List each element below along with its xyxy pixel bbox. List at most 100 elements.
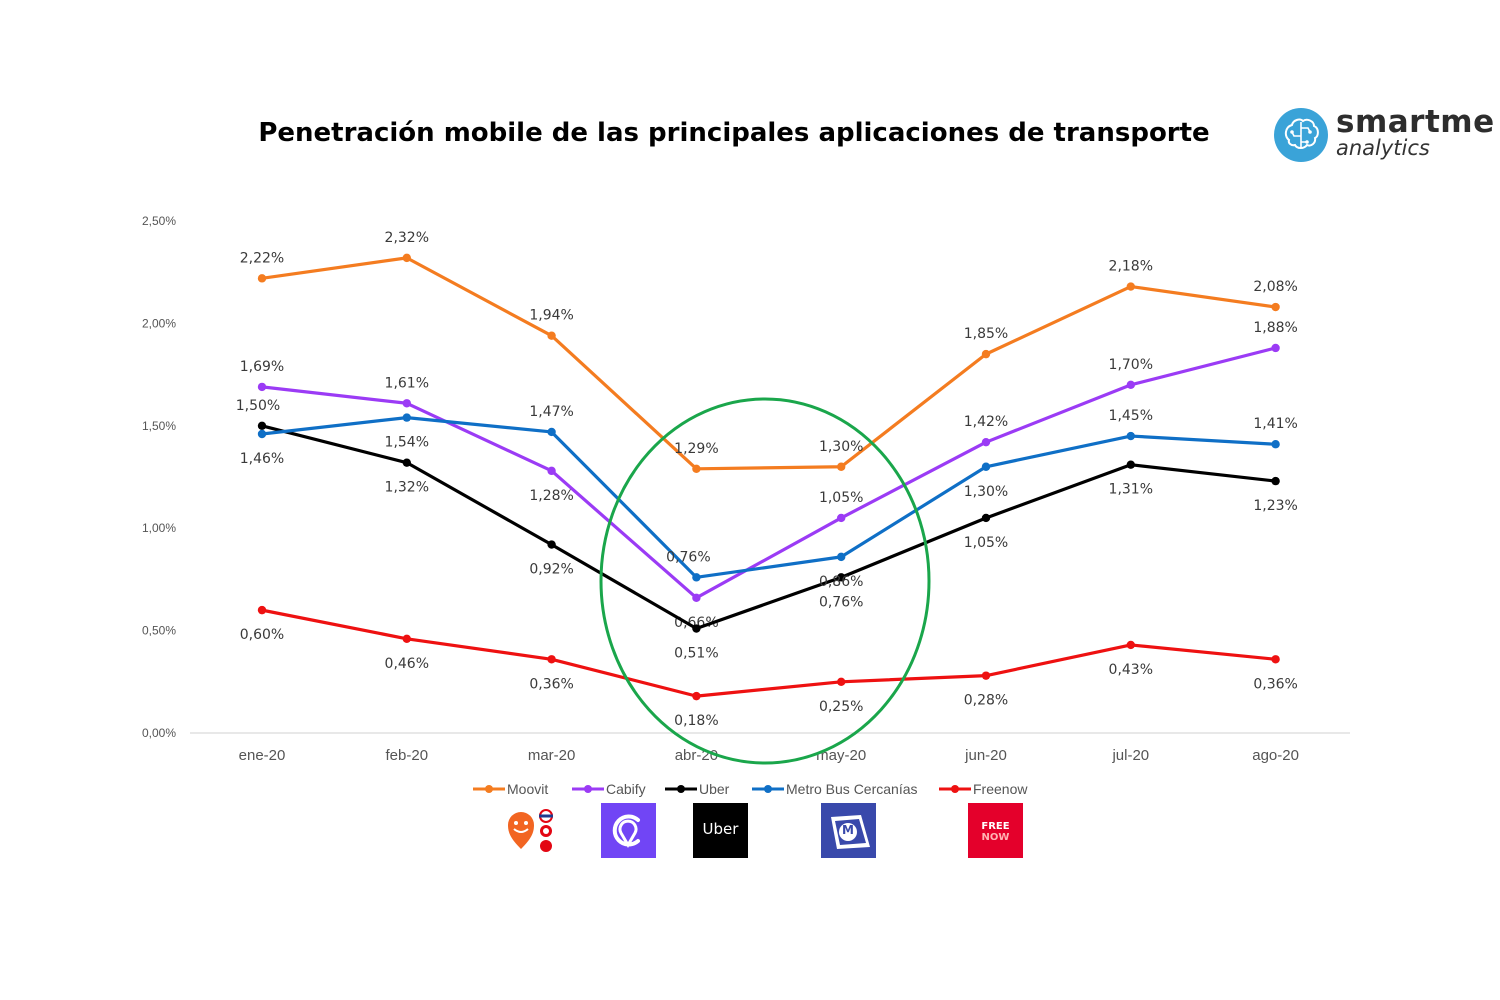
series-group: 2,22% 2,32% 1,94% 1,29% 1,30% 1,85% 2,18% 2,08%… bbox=[236, 230, 1298, 729]
data-label: 1,88% bbox=[1253, 320, 1297, 336]
data-point bbox=[981, 513, 991, 523]
moovit-app-icon bbox=[504, 803, 559, 858]
data-label: 1,42% bbox=[964, 414, 1008, 430]
data-point bbox=[981, 349, 991, 359]
legend-swatch-marker bbox=[764, 785, 772, 793]
data-point bbox=[547, 540, 556, 549]
data-point bbox=[981, 462, 991, 471]
cabify-app-icon bbox=[601, 803, 656, 858]
x-tick-label: mar-20 bbox=[528, 747, 576, 764]
data-point bbox=[257, 421, 267, 430]
data-point bbox=[402, 413, 411, 422]
data-point bbox=[692, 464, 701, 474]
uber-app-label: Uber bbox=[702, 820, 739, 838]
data-point bbox=[547, 466, 556, 476]
legend-swatch-marker bbox=[677, 785, 685, 793]
freenow-label-bottom: NOW bbox=[981, 832, 1010, 843]
data-label: 1,32% bbox=[385, 480, 429, 496]
x-tick-label: abr-20 bbox=[675, 747, 718, 764]
freenow-label-top: FREE bbox=[981, 821, 1010, 832]
data-label: 1,05% bbox=[819, 490, 863, 506]
data-label: 0,25% bbox=[819, 699, 863, 715]
data-point bbox=[692, 593, 701, 603]
data-label: 2,08% bbox=[1253, 279, 1297, 295]
data-label: 1,23% bbox=[1253, 498, 1297, 514]
data-point bbox=[837, 677, 846, 686]
data-point bbox=[981, 437, 991, 447]
data-point bbox=[402, 634, 411, 643]
y-tick-label: 2,00% bbox=[142, 316, 176, 330]
data-label: 0,18% bbox=[674, 713, 718, 729]
logo-sub-text: analytics bbox=[1336, 136, 1430, 160]
series-line bbox=[261, 256, 1276, 471]
legend-label: Metro Bus Cercanías bbox=[786, 781, 918, 797]
series-line bbox=[261, 346, 1276, 600]
data-label: 0,92% bbox=[529, 562, 573, 578]
data-point bbox=[1126, 380, 1136, 390]
data-point bbox=[547, 655, 556, 664]
legend-label: Moovit bbox=[507, 781, 548, 797]
data-label: 1,41% bbox=[1253, 416, 1297, 432]
brain-circuit-icon bbox=[1274, 108, 1328, 162]
metro-bus-cercanias-app-icon: M bbox=[821, 803, 876, 858]
data-point bbox=[1271, 302, 1280, 312]
data-label: 0,43% bbox=[1109, 662, 1153, 678]
data-label: 1,45% bbox=[1109, 408, 1153, 424]
metro-app-label: M bbox=[842, 823, 854, 837]
legend-swatch-marker bbox=[584, 785, 592, 793]
uber-app-icon: Uber bbox=[693, 803, 748, 858]
data-point bbox=[257, 274, 267, 283]
data-point bbox=[257, 382, 267, 392]
series-line bbox=[261, 424, 1276, 631]
y-tick-label: 2,50% bbox=[142, 214, 176, 228]
data-point bbox=[837, 462, 846, 471]
data-point bbox=[692, 691, 701, 701]
data-label: 0,36% bbox=[529, 676, 573, 692]
data-label: 1,46% bbox=[240, 451, 284, 467]
x-tick-label: ago-20 bbox=[1252, 747, 1299, 764]
x-tick-label: jun-20 bbox=[964, 747, 1007, 764]
data-label: 1,94% bbox=[529, 308, 573, 324]
data-point bbox=[1271, 476, 1280, 486]
data-label: 0,51% bbox=[674, 646, 718, 662]
data-label: 0,66% bbox=[674, 615, 718, 631]
legend-label: Uber bbox=[699, 781, 730, 797]
data-label: 1,28% bbox=[529, 488, 573, 504]
data-point bbox=[1126, 282, 1136, 291]
data-point bbox=[402, 399, 411, 408]
data-label: 1,30% bbox=[964, 484, 1008, 500]
data-point bbox=[1271, 655, 1280, 664]
data-point bbox=[257, 429, 267, 439]
data-label: 0,28% bbox=[964, 693, 1008, 709]
x-axis: ene-20 feb-20 mar-20 abr-20 may-20 jun-20 jul-… bbox=[239, 747, 1299, 764]
series-cabify: 1,69% 1,61% 1,28% 0,66% 1,05% 1,42% 1,70% 1,88% bbox=[240, 320, 1298, 631]
y-tick-label: 0,00% bbox=[142, 726, 176, 740]
data-label: 0,86% bbox=[819, 574, 863, 590]
data-label: 1,69% bbox=[240, 359, 284, 375]
data-label: 1,50% bbox=[236, 398, 280, 414]
data-label: 1,54% bbox=[385, 435, 429, 451]
legend-label: Freenow bbox=[973, 781, 1028, 797]
y-tick-label: 1,50% bbox=[142, 419, 176, 433]
data-point bbox=[1126, 640, 1136, 650]
data-label: 1,47% bbox=[529, 404, 573, 420]
data-label: 2,18% bbox=[1109, 259, 1153, 275]
data-label: 1,31% bbox=[1109, 482, 1153, 498]
series-line bbox=[261, 416, 1276, 579]
data-point bbox=[1271, 440, 1280, 449]
series-uber: 1,50% 1,32% 0,92% 0,51% 0,76% 1,05% 1,31% 1,23% bbox=[236, 398, 1298, 662]
data-point bbox=[547, 331, 556, 340]
legend-swatch-marker bbox=[485, 785, 493, 793]
y-tick-label: 0,50% bbox=[142, 624, 176, 638]
legend-label: Cabify bbox=[606, 781, 646, 797]
y-axis: 0,00% 0,50% 1,00% 1,50% 2,00% 2,50% bbox=[142, 214, 176, 740]
data-label: 1,05% bbox=[964, 535, 1008, 551]
data-label: 1,29% bbox=[674, 441, 718, 457]
y-tick-label: 1,00% bbox=[142, 521, 176, 535]
data-point bbox=[837, 573, 846, 582]
data-point bbox=[692, 624, 701, 633]
data-label: 1,70% bbox=[1109, 357, 1153, 373]
legend-swatch-marker bbox=[951, 785, 959, 793]
data-label: 2,22% bbox=[240, 250, 284, 266]
data-point bbox=[1271, 343, 1280, 353]
